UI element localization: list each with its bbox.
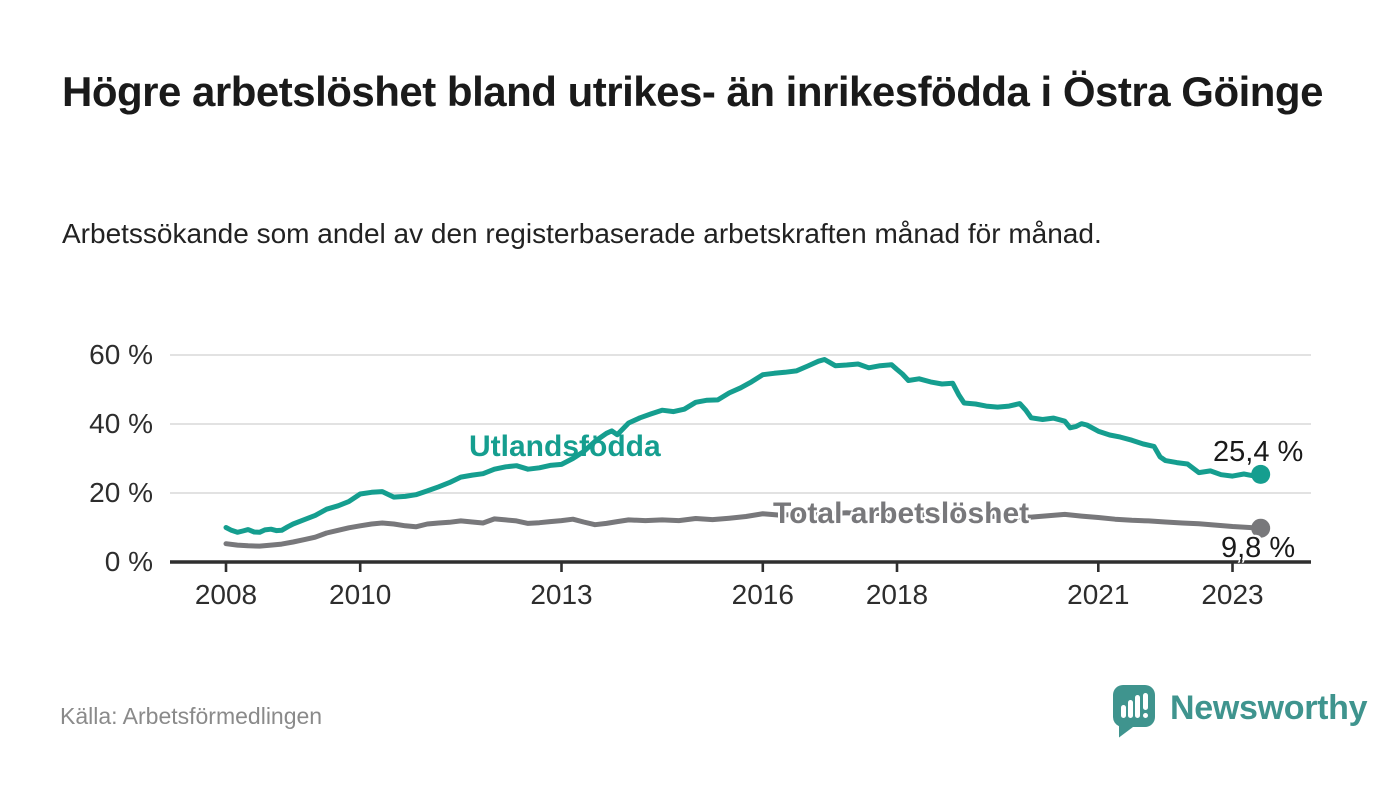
series-label-utlandsfodda: Utlandsfödda: [469, 430, 661, 463]
x-tick-label: 2023: [1201, 579, 1264, 610]
y-tick-label: 0 %: [104, 546, 153, 577]
series-end-dot-total-arbetsloshet: [1251, 518, 1271, 538]
brand-name: Newsworthy: [1170, 689, 1368, 727]
series-line-total-arbetsloshet: [223, 510, 1264, 549]
x-tick-label: 2008: [194, 579, 258, 610]
y-tick-label: 20 %: [89, 477, 153, 508]
series-label-total-arbetsloshet: Total arbetslöshet: [773, 497, 1030, 530]
end-value-label-total: 9,8 %: [1221, 532, 1296, 564]
page-title: Högre arbetslöshet bland utrikes- än inr…: [62, 68, 1323, 115]
series-end-dot-utlandsfodda: [1251, 464, 1271, 484]
y-tick-label: 40 %: [89, 408, 153, 439]
x-tick-label: 2013: [530, 579, 593, 610]
newsworthy-logo: Newsworthy: [1112, 684, 1368, 738]
x-tick-label: 2010: [329, 579, 392, 610]
end-value-label-utlandsfodda: 25,4 %: [1213, 436, 1304, 468]
x-tick-label: 2018: [865, 579, 929, 610]
newsworthy-speech-bubble-bar-chart-icon: [1113, 685, 1155, 738]
x-tick-label: 2021: [1067, 579, 1130, 610]
page-subtitle: Arbetssökande som andel av den registerb…: [62, 218, 1102, 249]
source-attribution: Källa: Arbetsförmedlingen: [60, 703, 323, 729]
x-tick-label: 2016: [731, 579, 794, 610]
series-line-utlandsfodda: [223, 357, 1264, 535]
y-tick-label: 60 %: [89, 339, 153, 370]
